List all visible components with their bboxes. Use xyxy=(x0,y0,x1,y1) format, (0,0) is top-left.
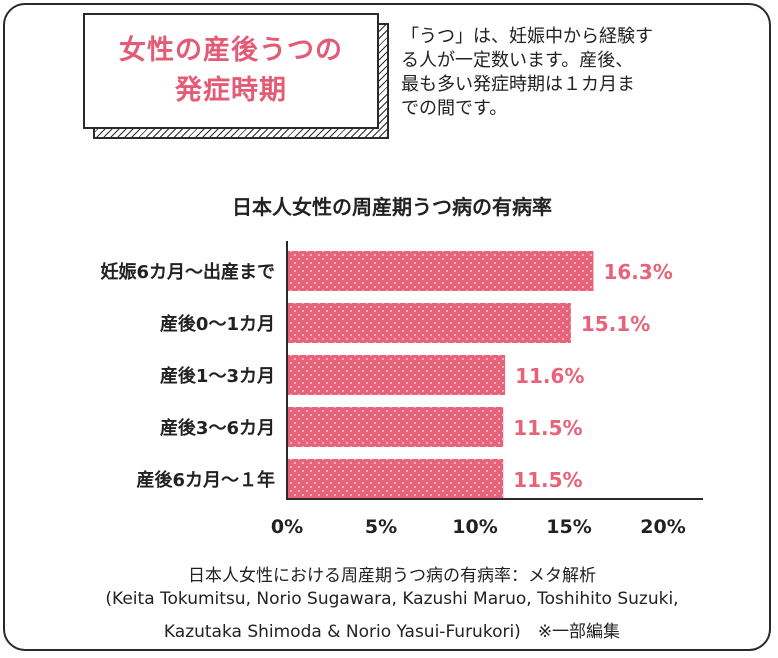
title-line-1: 女性の産後うつの xyxy=(119,35,343,66)
intro-line: での間です。 xyxy=(401,98,508,119)
bar-dot-texture xyxy=(287,303,571,343)
x-tick-label: 10% xyxy=(452,516,497,537)
value-label: 15.1% xyxy=(581,312,650,336)
bar-dot-texture xyxy=(287,355,506,395)
category-label: 産後0〜1カ月 xyxy=(160,313,275,335)
value-label: 11.5% xyxy=(513,468,582,492)
value-label: 11.6% xyxy=(515,364,584,388)
bar-dot-texture xyxy=(287,459,504,499)
intro-line: る人が一定数います。産後、 xyxy=(401,50,634,71)
infographic-card: 女性の産後うつの 発症時期 「うつ」は、妊娠中から経験す る人が一定数います。産… xyxy=(3,3,771,651)
title-line-2: 発症時期 xyxy=(175,75,287,106)
category-label: 妊娠6カ月〜出産まで xyxy=(100,261,275,283)
bar-dot-texture xyxy=(287,251,594,291)
source-line-1: 日本人女性における周産期うつ病の有病率：メタ解析 xyxy=(188,566,596,586)
category-label: 産後6カ月〜１年 xyxy=(136,469,275,491)
intro-line: 最も多い発症時期は１カ月ま xyxy=(401,74,635,95)
x-tick-label: 15% xyxy=(546,516,591,537)
bar-chart: 妊娠6カ月〜出産まで 16.3% 産後0〜1カ月 15.1% 産後1〜3カ月 11.6% 産… xyxy=(100,241,703,537)
x-tick-label: 0% xyxy=(271,516,303,537)
x-tick-label: 5% xyxy=(365,516,397,537)
x-tick-label: 20% xyxy=(640,516,685,537)
value-label: 16.3% xyxy=(603,260,672,284)
title-box: 女性の産後うつの 発症時期 xyxy=(83,13,379,129)
category-label: 産後3〜6カ月 xyxy=(160,417,275,439)
intro-line: 「うつ」は、妊娠中から経験す xyxy=(401,26,653,47)
chart-title: 日本人女性の周産期うつ病の有病率 xyxy=(232,195,552,219)
value-label: 11.5% xyxy=(513,416,582,440)
source-line-3: Kazutaka Shimoda & Norio Yasui-Furukori)… xyxy=(163,622,621,642)
category-label: 産後1〜3カ月 xyxy=(160,365,275,387)
source-line-2: (Keita Tokumitsu, Norio Sugawara, Kazush… xyxy=(105,589,679,609)
bar-dot-texture xyxy=(287,407,504,447)
intro-text: 「うつ」は、妊娠中から経験す る人が一定数います。産後、 最も多い発症時期は１カ… xyxy=(401,25,701,121)
